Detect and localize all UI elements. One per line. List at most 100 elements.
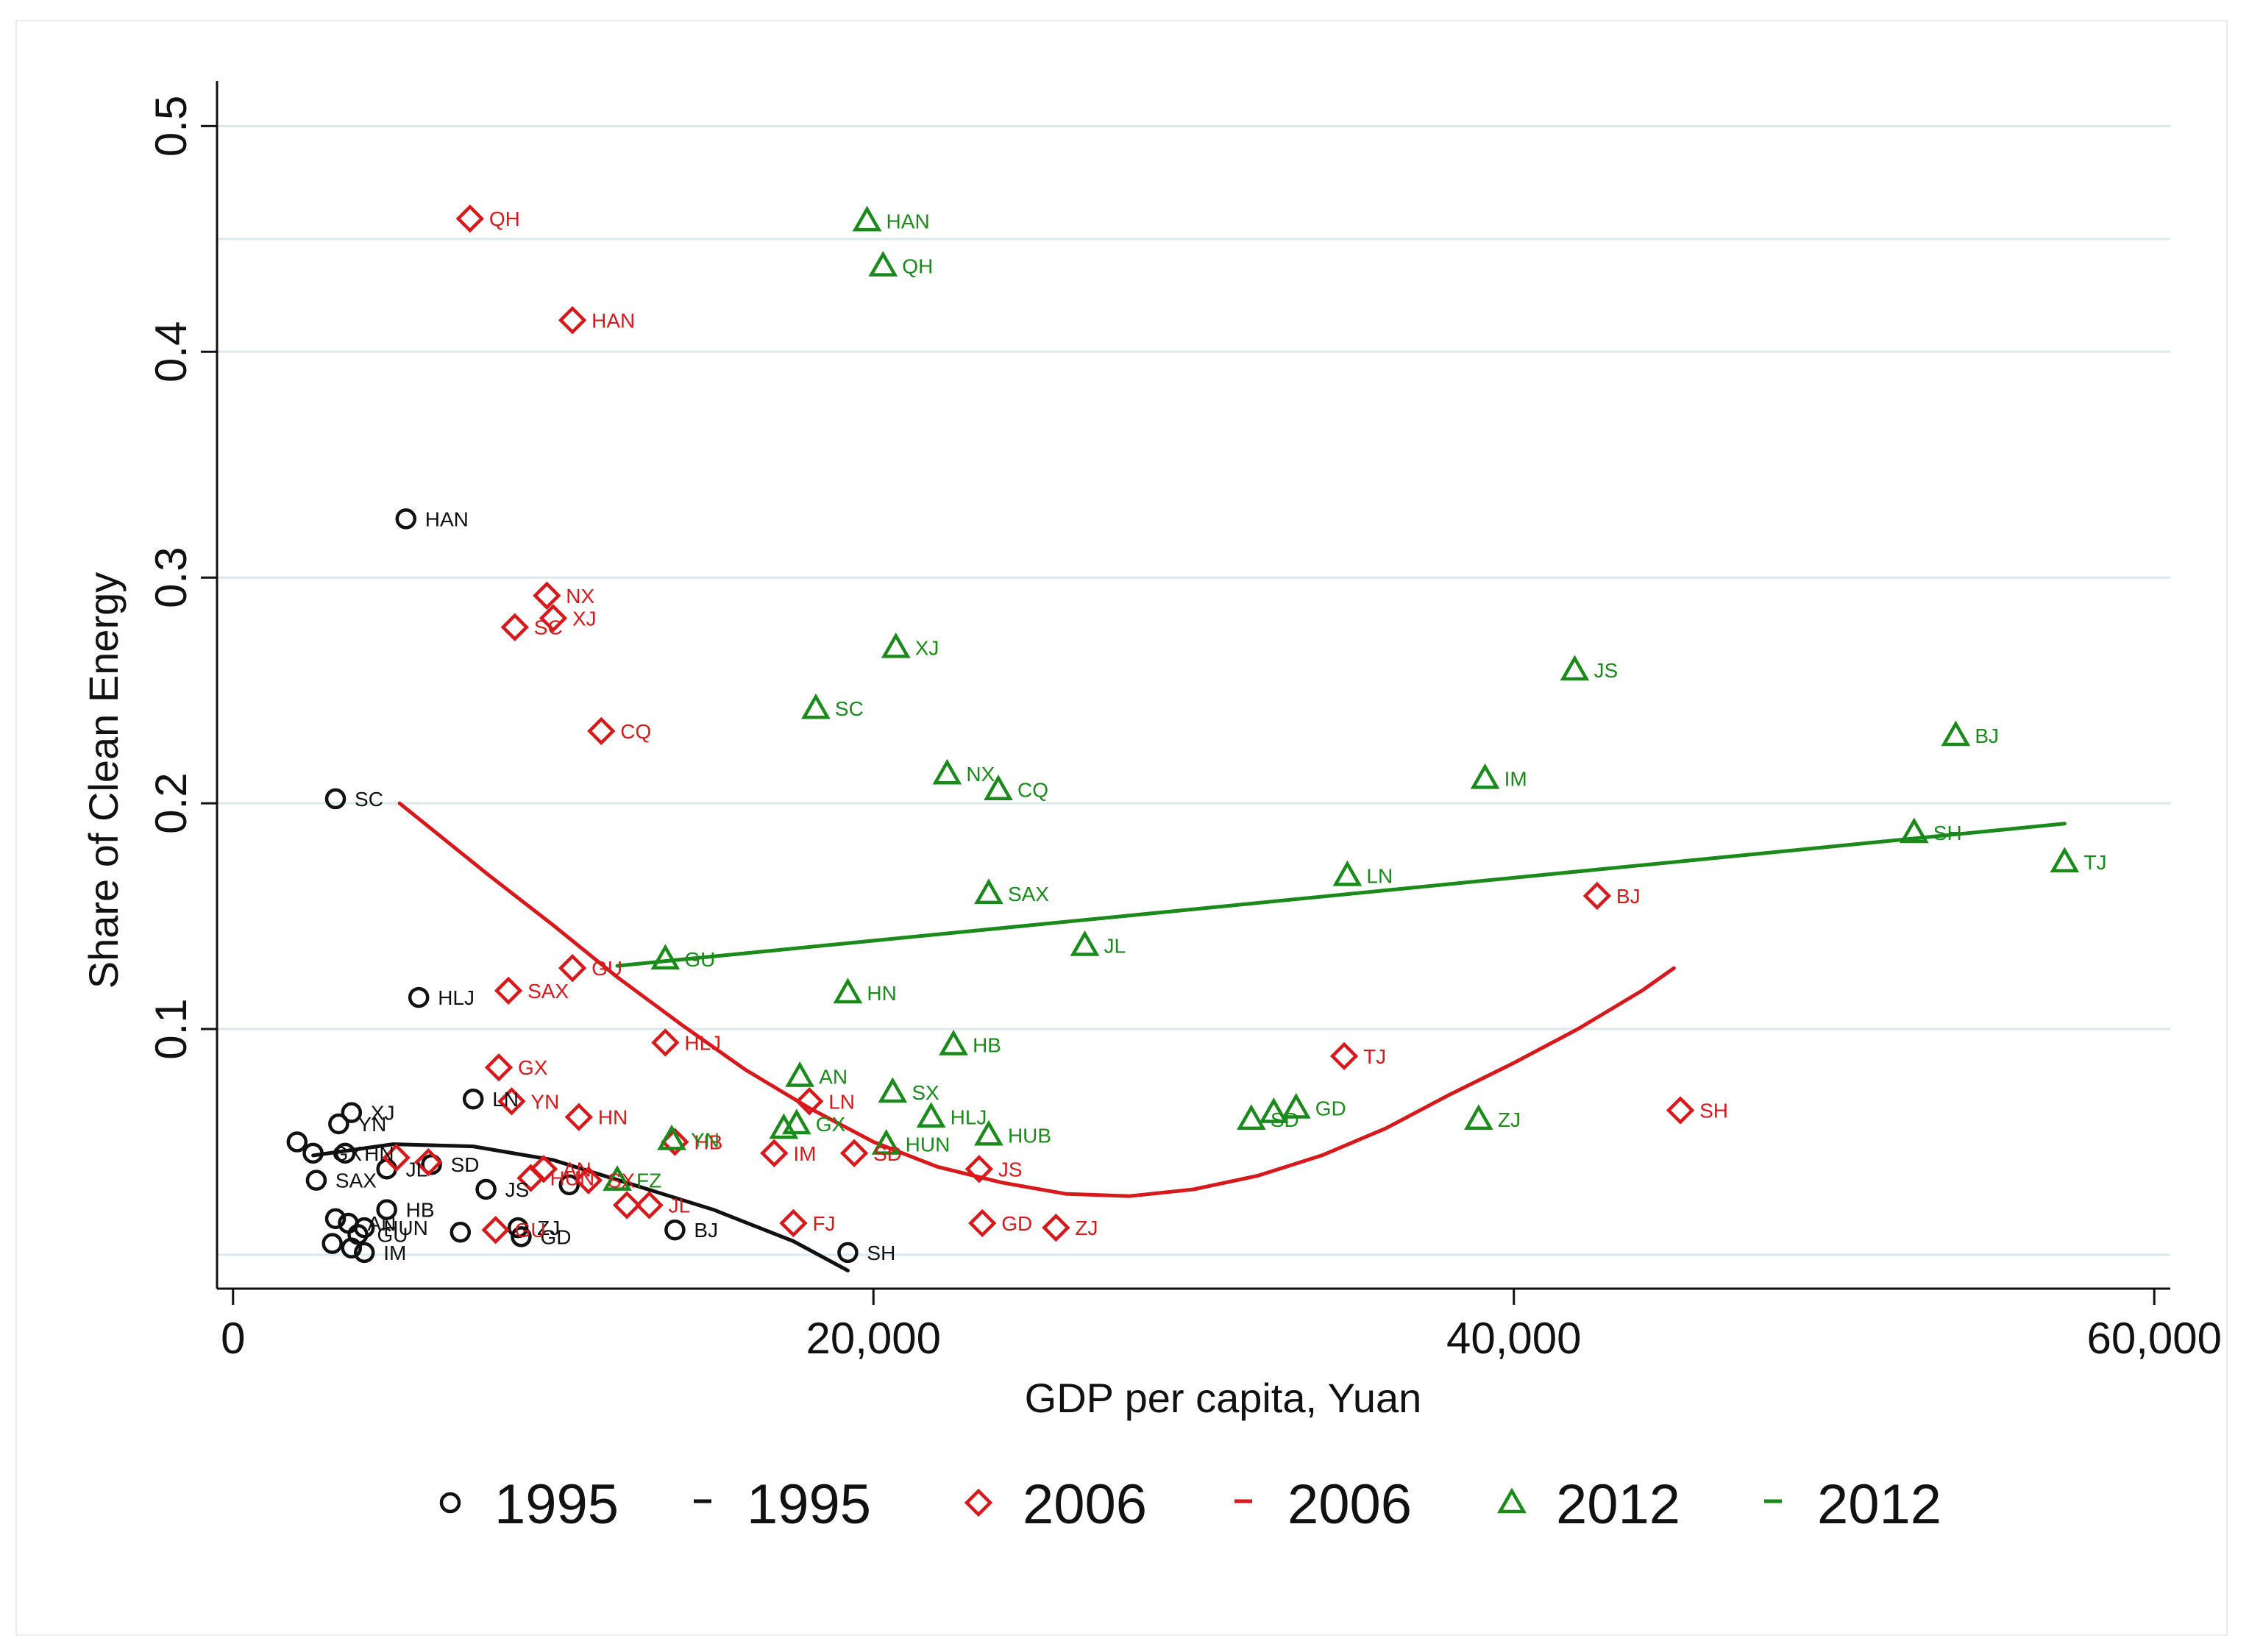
- legend: 1995 1995 2006 2006 2012 2012: [439, 1473, 1941, 1536]
- point-2012: [657, 1124, 686, 1150]
- point-label-2012: SH: [1933, 822, 1962, 844]
- point-2012: [868, 251, 898, 277]
- point-2012: [932, 758, 962, 785]
- point-label-2006: XJ: [572, 607, 597, 630]
- point-2012: [833, 978, 863, 1004]
- point-label-2006: HUN: [550, 1167, 595, 1190]
- point-1995: [341, 1102, 363, 1123]
- legend-label-2006: 2006: [1023, 1473, 1147, 1536]
- point-label-1995: SC: [355, 788, 383, 811]
- point-label-2012: IM: [1504, 767, 1527, 790]
- point-label-2012: SAX: [1008, 883, 1049, 905]
- point-2012: [801, 693, 831, 719]
- point-label-1995: GX: [333, 1142, 363, 1165]
- point-2006: [574, 1166, 603, 1195]
- point-1995: [395, 508, 417, 530]
- point-label-2006: HAN: [591, 309, 635, 332]
- point-2012: [769, 1113, 799, 1139]
- point-label-1995: LN: [492, 1088, 519, 1111]
- y-tick-label: 0.3: [146, 547, 196, 608]
- point-2012: [1070, 930, 1100, 956]
- legend-marker-1995: [439, 1492, 461, 1514]
- point-label-2012: AN: [819, 1065, 848, 1088]
- point-2012: [984, 775, 1013, 800]
- point-1995: [408, 986, 430, 1008]
- point-1995: [558, 1174, 580, 1196]
- point-1995: [302, 1142, 324, 1164]
- point-2006: [484, 1053, 514, 1082]
- point-2012: [1259, 1097, 1289, 1123]
- point-label-2012: BJ: [1975, 724, 1999, 747]
- point-label-1995: SH: [867, 1242, 895, 1264]
- point-label-2012: JL: [1104, 934, 1126, 957]
- point-label-1995: YN: [358, 1113, 386, 1136]
- point-2006: [968, 1208, 997, 1238]
- fit-line-2006: [397, 801, 1676, 1198]
- point-label-2006: GD: [1001, 1212, 1032, 1235]
- point-2012: [939, 1029, 968, 1055]
- point-1995: [324, 1208, 347, 1230]
- point-2012: [974, 1119, 1003, 1146]
- point-2012: [1941, 720, 1971, 747]
- x-tick-label: 0: [221, 1314, 245, 1363]
- point-label-1995: HB: [406, 1199, 435, 1222]
- point-2006: [651, 1028, 680, 1057]
- point-2006: [839, 1139, 869, 1168]
- legend-marker-2006: [964, 1488, 993, 1517]
- point-label-2012: HUN: [906, 1133, 951, 1156]
- point-label-1995: HLJ: [438, 986, 475, 1009]
- point-1995: [664, 1219, 686, 1241]
- axes: 0 20,000 40,000 60,000 0.1 0.2 0.3 0.4 0.5: [146, 81, 2222, 1363]
- point-label-2006: HLJ: [684, 1031, 721, 1054]
- point-label-2012: CQ: [1017, 779, 1048, 802]
- point-2012: [1560, 655, 1590, 681]
- point-1995: [475, 1178, 497, 1200]
- point-2006: [539, 604, 568, 633]
- point-2012: [2050, 847, 2080, 873]
- point-label-2006: SD: [873, 1142, 902, 1165]
- point-2006: [414, 1147, 443, 1177]
- x-tick-label: 40,000: [1446, 1314, 1582, 1363]
- point-1995: [837, 1242, 859, 1264]
- point-2006: [382, 1143, 411, 1172]
- point-2012: [1236, 1104, 1266, 1131]
- point-label-2006: SH: [1699, 1100, 1728, 1122]
- y-tick-label: 0.1: [146, 998, 196, 1059]
- point-1995: [353, 1217, 375, 1239]
- point-label-2006: SX: [608, 1169, 636, 1192]
- y-tick-label: 0.2: [146, 772, 196, 833]
- point-label-2012: NX: [966, 763, 995, 786]
- point-2012: [785, 1061, 815, 1087]
- point-1995: [305, 1169, 327, 1191]
- point-2012: [1332, 860, 1362, 886]
- point-label-2006: FJ: [812, 1212, 835, 1235]
- point-2006: [558, 306, 587, 335]
- point-1995: [328, 1113, 349, 1135]
- point-2006: [1666, 1096, 1695, 1125]
- point-2012: [650, 944, 681, 970]
- point-label-2006: HN: [598, 1106, 628, 1129]
- point-1995: [462, 1088, 484, 1110]
- point-label-2012: YN: [691, 1128, 720, 1151]
- point-label-2006: SC: [534, 616, 563, 639]
- point-2006: [1042, 1213, 1070, 1242]
- point-label-2006: JS: [998, 1158, 1023, 1181]
- point-label-2012: SX: [912, 1081, 939, 1104]
- point-2006: [516, 1164, 545, 1192]
- point-label-1995: ZJ: [537, 1217, 560, 1239]
- point-label-1995: XJ: [371, 1102, 395, 1125]
- point-label-2006: BJ: [1616, 885, 1641, 908]
- point-2012: [852, 205, 882, 232]
- point-label-2006: AN: [563, 1158, 591, 1181]
- point-label-1995: BJ: [694, 1219, 718, 1242]
- point-1995: [324, 788, 347, 810]
- point-label-2012: LN: [1366, 864, 1393, 887]
- point-2006: [964, 1155, 994, 1183]
- point-label-1995: JS: [505, 1178, 530, 1201]
- point-label-1995: SD: [451, 1153, 480, 1176]
- fit-line-2012: [615, 822, 2067, 968]
- point-1995: [286, 1131, 308, 1153]
- point-label-2006: YN: [530, 1090, 559, 1113]
- point-1995: [450, 1222, 472, 1243]
